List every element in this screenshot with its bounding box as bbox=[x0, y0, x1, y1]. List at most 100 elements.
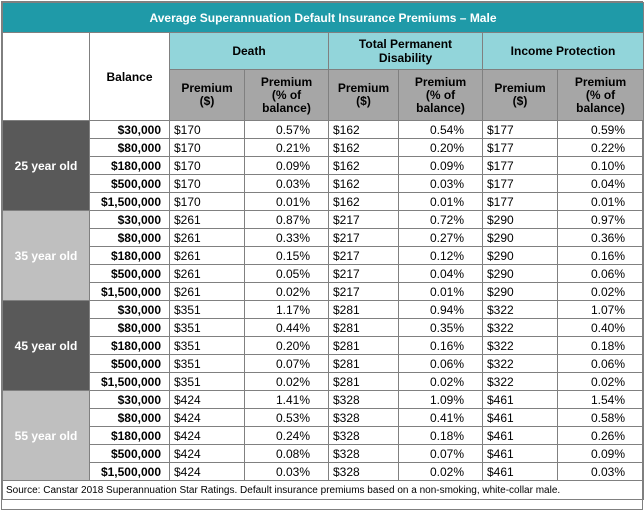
premium-pct-cell: 0.03% bbox=[244, 462, 329, 481]
group-header-tpd: Total Permanent Disability bbox=[328, 32, 483, 70]
premium-pct-cell: 0.18% bbox=[398, 426, 483, 445]
premium-dollar-cell: $217 bbox=[328, 264, 399, 283]
premium-pct-cell: 0.54% bbox=[398, 120, 483, 139]
table-row: 55 year old $30,000 $424 1.41% $328 1.09% $461… bbox=[2, 390, 644, 481]
premium-dollar-cell: $290 bbox=[482, 210, 558, 229]
premium-dollar-cell: $351 bbox=[169, 372, 245, 391]
balance-cell: $30,000 bbox=[89, 390, 170, 409]
premium-pct-cell: 0.40% bbox=[557, 318, 644, 337]
subheader-pct: Premium (% of balance) bbox=[398, 69, 483, 121]
table-row: 25 year old $30,000 $170 0.57% $162 0.54% $177… bbox=[2, 120, 644, 211]
premium-dollar-cell: $162 bbox=[328, 156, 399, 175]
subheader-pct: Premium (% of balance) bbox=[244, 69, 329, 121]
premium-pct-cell: 0.07% bbox=[244, 354, 329, 373]
group-header-death: Death bbox=[169, 32, 329, 70]
premium-dollar-cell: $217 bbox=[328, 228, 399, 247]
corner-cell bbox=[2, 32, 90, 70]
table-row: $1,500,000 $351 0.02% $281 0.02% $322 0.02% bbox=[3, 372, 644, 391]
table-row: 35 year old $30,000 $261 0.87% $217 0.72% $290… bbox=[2, 210, 644, 301]
premium-pct-cell: 0.02% bbox=[398, 462, 483, 481]
premium-pct-cell: 0.01% bbox=[557, 192, 644, 211]
premium-dollar-cell: $261 bbox=[169, 246, 245, 265]
premium-pct-cell: 0.87% bbox=[244, 210, 329, 229]
balance-cell: $30,000 bbox=[89, 120, 170, 139]
premium-pct-cell: 0.04% bbox=[398, 264, 483, 283]
premium-pct-cell: 0.03% bbox=[398, 174, 483, 193]
premium-pct-cell: 0.44% bbox=[244, 318, 329, 337]
premium-dollar-cell: $177 bbox=[482, 120, 558, 139]
premium-pct-cell: 0.05% bbox=[244, 264, 329, 283]
premium-dollar-cell: $328 bbox=[328, 462, 399, 481]
balance-cell: $1,500,000 bbox=[89, 372, 170, 391]
premium-dollar-cell: $177 bbox=[482, 138, 558, 157]
premium-dollar-cell: $424 bbox=[169, 390, 245, 409]
premium-pct-cell: 0.72% bbox=[398, 210, 483, 229]
premium-dollar-cell: $281 bbox=[328, 336, 399, 355]
balance-cell: $500,000 bbox=[89, 354, 170, 373]
premium-pct-cell: 0.22% bbox=[557, 138, 644, 157]
premium-dollar-cell: $162 bbox=[328, 138, 399, 157]
balance-cell: $180,000 bbox=[89, 336, 170, 355]
age-group-label: 55 year old bbox=[2, 390, 90, 481]
table-row: $500,000 $351 0.07% $281 0.06% $322 0.06% bbox=[3, 354, 644, 373]
table-row: $1,500,000 $261 0.02% $217 0.01% $290 0.02% bbox=[3, 282, 644, 301]
premium-dollar-cell: $322 bbox=[482, 372, 558, 391]
premium-pct-cell: 0.27% bbox=[398, 228, 483, 247]
corner-cell-lower bbox=[2, 69, 90, 121]
premium-pct-cell: 0.20% bbox=[398, 138, 483, 157]
premium-dollar-cell: $290 bbox=[482, 282, 558, 301]
premium-dollar-cell: $461 bbox=[482, 444, 558, 463]
premium-pct-cell: 0.08% bbox=[244, 444, 329, 463]
premium-dollar-cell: $322 bbox=[482, 336, 558, 355]
premium-dollar-cell: $290 bbox=[482, 246, 558, 265]
balance-cell: $500,000 bbox=[89, 444, 170, 463]
premium-pct-cell: 1.54% bbox=[557, 390, 644, 409]
subheader-premium: Premium ($) bbox=[169, 69, 245, 121]
premium-pct-cell: 0.06% bbox=[398, 354, 483, 373]
premium-pct-cell: 1.17% bbox=[244, 300, 329, 319]
table-row: $80,000 $424 0.53% $328 0.41% $461 0.58% bbox=[3, 408, 644, 427]
premium-dollar-cell: $170 bbox=[169, 138, 245, 157]
premium-dollar-cell: $328 bbox=[328, 408, 399, 427]
premium-pct-cell: 0.02% bbox=[244, 282, 329, 301]
premium-pct-cell: 0.35% bbox=[398, 318, 483, 337]
premium-pct-cell: 0.53% bbox=[244, 408, 329, 427]
balance-cell: $30,000 bbox=[89, 210, 170, 229]
table-row: $80,000 $261 0.33% $217 0.27% $290 0.36% bbox=[3, 228, 644, 247]
premium-dollar-cell: $424 bbox=[169, 462, 245, 481]
premium-pct-cell: 0.01% bbox=[244, 192, 329, 211]
balance-cell: $80,000 bbox=[89, 408, 170, 427]
premium-pct-cell: 0.03% bbox=[557, 462, 644, 481]
premium-dollar-cell: $261 bbox=[169, 228, 245, 247]
premium-pct-cell: 0.02% bbox=[557, 282, 644, 301]
premium-dollar-cell: $261 bbox=[169, 210, 245, 229]
premium-pct-cell: 0.16% bbox=[398, 336, 483, 355]
balance-cell: $1,500,000 bbox=[89, 282, 170, 301]
premium-pct-cell: 0.24% bbox=[244, 426, 329, 445]
premium-dollar-cell: $424 bbox=[169, 444, 245, 463]
premium-dollar-cell: $328 bbox=[328, 390, 399, 409]
balance-cell: $180,000 bbox=[89, 156, 170, 175]
premium-pct-cell: 0.41% bbox=[398, 408, 483, 427]
premium-pct-cell: 0.02% bbox=[244, 372, 329, 391]
premium-pct-cell: 0.10% bbox=[557, 156, 644, 175]
premium-dollar-cell: $177 bbox=[482, 174, 558, 193]
table-row: $1,500,000 $424 0.03% $328 0.02% $461 0.03% bbox=[3, 462, 644, 481]
table-row: 45 year old $30,000 $351 1.17% $281 0.94% $322… bbox=[2, 300, 644, 391]
premium-dollar-cell: $281 bbox=[328, 300, 399, 319]
premium-dollar-cell: $281 bbox=[328, 318, 399, 337]
premium-pct-cell: 0.09% bbox=[398, 156, 483, 175]
premium-pct-cell: 0.15% bbox=[244, 246, 329, 265]
balance-cell: $80,000 bbox=[89, 228, 170, 247]
premium-dollar-cell: $461 bbox=[482, 390, 558, 409]
premium-pct-cell: 0.59% bbox=[557, 120, 644, 139]
premium-dollar-cell: $322 bbox=[482, 300, 558, 319]
premium-dollar-cell: $162 bbox=[328, 120, 399, 139]
age-group-label: 35 year old bbox=[2, 210, 90, 301]
premium-pct-cell: 0.12% bbox=[398, 246, 483, 265]
table-row: $500,000 $170 0.03% $162 0.03% $177 0.04% bbox=[3, 174, 644, 193]
premium-pct-cell: 1.07% bbox=[557, 300, 644, 319]
premium-pct-cell: 0.33% bbox=[244, 228, 329, 247]
premium-dollar-cell: $261 bbox=[169, 282, 245, 301]
table-row: $180,000 $170 0.09% $162 0.09% $177 0.10% bbox=[3, 156, 644, 175]
